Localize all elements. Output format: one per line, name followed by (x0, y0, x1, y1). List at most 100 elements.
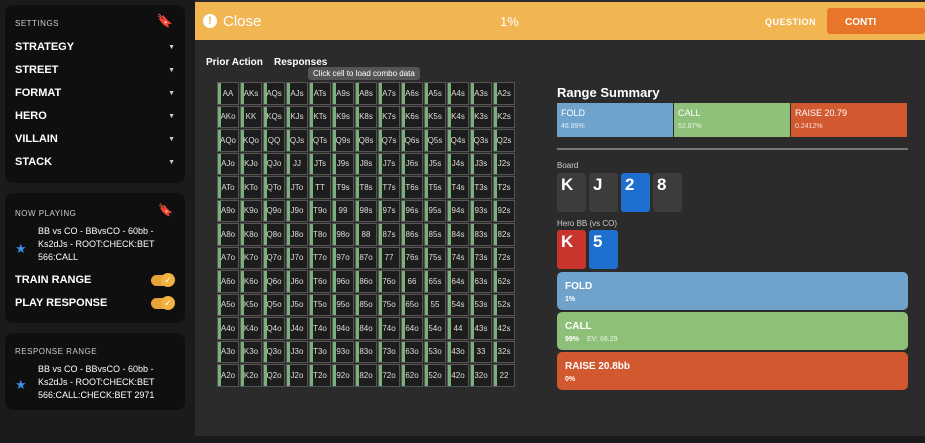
question-button[interactable]: QUESTION (765, 17, 817, 27)
hand-cell[interactable]: J4o (286, 317, 308, 340)
hand-cell[interactable]: QJo (263, 152, 285, 175)
hand-cell[interactable]: J5o (286, 293, 308, 316)
toggle[interactable] (151, 296, 175, 310)
hand-cell[interactable]: A2o (217, 364, 239, 387)
hand-cell[interactable]: A6s (401, 82, 423, 105)
hand-cell[interactable]: 62o (401, 364, 423, 387)
hand-cell[interactable]: Q6s (401, 129, 423, 152)
hand-cell[interactable]: 84s (447, 223, 469, 246)
hand-cell[interactable]: KTs (309, 105, 331, 128)
hand-cell[interactable]: 63o (401, 340, 423, 363)
action-button[interactable]: FOLD 1% (557, 272, 908, 310)
hand-cell[interactable]: ATs (309, 82, 331, 105)
hand-cell[interactable]: 92o (332, 364, 354, 387)
hand-cell[interactable]: 53o (424, 340, 446, 363)
toggle[interactable] (151, 273, 175, 287)
hand-cell[interactable]: 52s (493, 293, 515, 316)
hand-cell[interactable]: 93o (332, 340, 354, 363)
hand-cell[interactable]: 94s (447, 199, 469, 222)
hand-cell[interactable]: Q5s (424, 129, 446, 152)
hand-cell[interactable]: 44 (447, 317, 469, 340)
hand-cell[interactable]: A3s (470, 82, 492, 105)
hand-cell[interactable]: AKo (217, 105, 239, 128)
hand-cell[interactable]: 76o (378, 270, 400, 293)
hand-cell[interactable]: 96o (332, 270, 354, 293)
hand-cell[interactable]: A8o (217, 223, 239, 246)
setting-item[interactable]: HERO (15, 110, 47, 122)
hand-cell[interactable]: 98o (332, 223, 354, 246)
hand-cell[interactable]: 55 (424, 293, 446, 316)
hand-cell[interactable]: 43o (447, 340, 469, 363)
hand-cell[interactable]: J2o (286, 364, 308, 387)
hand-cell[interactable]: T7s (378, 176, 400, 199)
hand-cell[interactable]: K9o (240, 199, 262, 222)
action-button[interactable]: RAISE 20.8bb 0% (557, 352, 908, 390)
hand-cell[interactable]: Q7s (378, 129, 400, 152)
hand-cell[interactable]: K3s (470, 105, 492, 128)
hand-cell[interactable]: T2s (493, 176, 515, 199)
hand-cell[interactable]: KTo (240, 176, 262, 199)
hand-cell[interactable]: K9s (332, 105, 354, 128)
hand-cell[interactable]: A3o (217, 340, 239, 363)
hand-cell[interactable]: J4s (447, 152, 469, 175)
hand-cell[interactable]: K4o (240, 317, 262, 340)
hand-cell[interactable]: 82o (355, 364, 377, 387)
hand-cell[interactable]: A9o (217, 199, 239, 222)
hand-cell[interactable]: 88 (355, 223, 377, 246)
hand-cell[interactable]: AA (217, 82, 239, 105)
hand-cell[interactable]: A8s (355, 82, 377, 105)
bookmark-icon[interactable]: 🔖 (156, 13, 173, 28)
hand-cell[interactable]: A5s (424, 82, 446, 105)
hand-cell[interactable]: 65s (424, 270, 446, 293)
hand-cell[interactable]: 86s (401, 223, 423, 246)
continue-button[interactable]: CONTI (827, 8, 925, 34)
hand-cell[interactable]: T6s (401, 176, 423, 199)
hand-cell[interactable]: Q4o (263, 317, 285, 340)
hand-cell[interactable]: Q2o (263, 364, 285, 387)
hand-cell[interactable]: T8o (309, 223, 331, 246)
hand-cell[interactable]: 42o (447, 364, 469, 387)
hand-cell[interactable]: T3s (470, 176, 492, 199)
hand-cell[interactable]: 43s (470, 317, 492, 340)
hand-cell[interactable]: J3s (470, 152, 492, 175)
setting-item[interactable]: STRATEGY (15, 41, 75, 53)
hand-cell[interactable]: AJs (286, 82, 308, 105)
hand-cell[interactable]: Q2s (493, 129, 515, 152)
hand-cell[interactable]: K5o (240, 293, 262, 316)
hand-cell[interactable]: 85s (424, 223, 446, 246)
hand-cell[interactable]: A7o (217, 246, 239, 269)
hand-cell[interactable]: J8s (355, 152, 377, 175)
hand-cell[interactable]: 74s (447, 246, 469, 269)
hand-cell[interactable]: 82s (493, 223, 515, 246)
hand-cell[interactable]: K2s (493, 105, 515, 128)
hand-cell[interactable]: Q3s (470, 129, 492, 152)
hand-cell[interactable]: QTo (263, 176, 285, 199)
hand-cell[interactable]: A6o (217, 270, 239, 293)
hand-cell[interactable]: 98s (355, 199, 377, 222)
hand-cell[interactable]: 97s (378, 199, 400, 222)
hand-cell[interactable]: T5s (424, 176, 446, 199)
hand-cell[interactable]: Q7o (263, 246, 285, 269)
hand-cell[interactable]: 95o (332, 293, 354, 316)
hand-cell[interactable]: A4o (217, 317, 239, 340)
hand-cell[interactable]: J6s (401, 152, 423, 175)
hand-cell[interactable]: A4s (447, 82, 469, 105)
action-button[interactable]: CALL 99% EV: 68.29 (557, 312, 908, 350)
hand-cell[interactable]: K8s (355, 105, 377, 128)
tab[interactable]: Responses (274, 57, 328, 68)
close-button[interactable]: Close (223, 13, 262, 30)
hand-cell[interactable]: K7o (240, 246, 262, 269)
hand-cell[interactable]: 53s (470, 293, 492, 316)
hand-cell[interactable]: AQo (217, 129, 239, 152)
hand-cell[interactable]: Q8o (263, 223, 285, 246)
hand-cell[interactable]: T6o (309, 270, 331, 293)
hand-cell[interactable]: 54s (447, 293, 469, 316)
hand-cell[interactable]: 86o (355, 270, 377, 293)
hand-cell[interactable]: 99 (332, 199, 354, 222)
hand-cell[interactable]: T9o (309, 199, 331, 222)
hand-cell[interactable]: T4o (309, 317, 331, 340)
hand-cell[interactable]: J7s (378, 152, 400, 175)
tab[interactable]: Prior Action (206, 57, 263, 68)
hand-cell[interactable]: T4s (447, 176, 469, 199)
hand-cell[interactable]: 66 (401, 270, 423, 293)
